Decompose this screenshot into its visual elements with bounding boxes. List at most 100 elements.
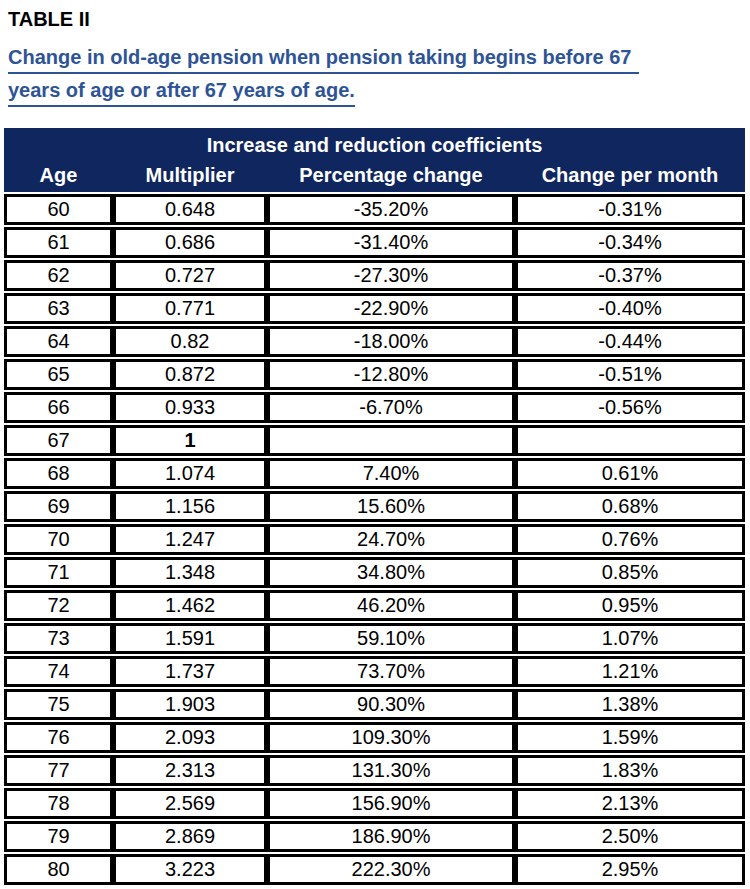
- multiplier-cell: 1.737: [113, 656, 267, 687]
- age-cell: 80: [4, 854, 113, 885]
- age-cell: 70: [4, 524, 113, 555]
- table-row: 63 0.771 -22.90% -0.40%: [4, 293, 745, 324]
- multiplier-cell: 0.771: [113, 293, 267, 324]
- change-per-month-cell: -0.56%: [515, 392, 745, 423]
- page-title: TABLE II: [8, 8, 750, 31]
- age-cell: 61: [4, 227, 113, 258]
- change-per-month-cell: -0.34%: [515, 227, 745, 258]
- multiplier-cell: 3.223: [113, 854, 267, 885]
- change-per-month-cell: -0.51%: [515, 359, 745, 390]
- table-row: 80 3.223 222.30% 2.95%: [4, 854, 745, 885]
- subtitle-line-2: years of age or after 67 years of age.: [8, 76, 355, 107]
- age-cell: 63: [4, 293, 113, 324]
- age-cell: 73: [4, 623, 113, 654]
- column-header-percentage-change: Percentage change: [267, 161, 515, 192]
- age-cell: 78: [4, 788, 113, 819]
- multiplier-cell: 1: [113, 425, 267, 456]
- change-per-month-cell: 1.83%: [515, 755, 745, 786]
- table-row: 68 1.074 7.40% 0.61%: [4, 458, 745, 489]
- table-header-title: Increase and reduction coefficients: [4, 128, 745, 161]
- age-cell: 64: [4, 326, 113, 357]
- table-row: 67 1: [4, 425, 745, 456]
- change-per-month-cell: 1.38%: [515, 689, 745, 720]
- age-cell: 76: [4, 722, 113, 753]
- change-per-month-cell: -0.40%: [515, 293, 745, 324]
- percentage-change-cell: 109.30%: [267, 722, 515, 753]
- percentage-change-cell: 46.20%: [267, 590, 515, 621]
- multiplier-cell: 0.648: [113, 194, 267, 225]
- multiplier-cell: 1.462: [113, 590, 267, 621]
- table-row: 74 1.737 73.70% 1.21%: [4, 656, 745, 687]
- age-cell: 75: [4, 689, 113, 720]
- multiplier-cell: 1.348: [113, 557, 267, 588]
- percentage-change-cell: -22.90%: [267, 293, 515, 324]
- multiplier-cell: 0.686: [113, 227, 267, 258]
- percentage-change-cell: -18.00%: [267, 326, 515, 357]
- percentage-change-cell: -35.20%: [267, 194, 515, 225]
- column-header-age: Age: [4, 161, 113, 192]
- table-column-headers: Age Multiplier Percentage change Change …: [4, 161, 745, 192]
- change-per-month-cell: [515, 425, 745, 456]
- document-page: TABLE II Change in old-age pension when …: [0, 0, 750, 885]
- percentage-change-cell: 34.80%: [267, 557, 515, 588]
- age-cell: 74: [4, 656, 113, 687]
- change-per-month-cell: 0.68%: [515, 491, 745, 522]
- table-row: 79 2.869 186.90% 2.50%: [4, 821, 745, 852]
- multiplier-cell: 1.074: [113, 458, 267, 489]
- age-cell: 72: [4, 590, 113, 621]
- age-cell: 77: [4, 755, 113, 786]
- table-body: 60 0.648 -35.20% -0.31% 61 0.686 -31.40%…: [4, 194, 745, 885]
- change-per-month-cell: 0.85%: [515, 557, 745, 588]
- table-row: 62 0.727 -27.30% -0.37%: [4, 260, 745, 291]
- multiplier-cell: 2.313: [113, 755, 267, 786]
- multiplier-cell: 2.093: [113, 722, 267, 753]
- percentage-change-cell: 73.70%: [267, 656, 515, 687]
- age-cell: 62: [4, 260, 113, 291]
- table-row: 77 2.313 131.30% 1.83%: [4, 755, 745, 786]
- table-row: 65 0.872 -12.80% -0.51%: [4, 359, 745, 390]
- multiplier-cell: 1.247: [113, 524, 267, 555]
- change-per-month-cell: 2.50%: [515, 821, 745, 852]
- age-cell: 71: [4, 557, 113, 588]
- multiplier-cell: 1.156: [113, 491, 267, 522]
- change-per-month-cell: 0.76%: [515, 524, 745, 555]
- change-per-month-cell: 0.95%: [515, 590, 745, 621]
- age-cell: 65: [4, 359, 113, 390]
- change-per-month-cell: -0.37%: [515, 260, 745, 291]
- change-per-month-cell: 1.07%: [515, 623, 745, 654]
- table-row: 61 0.686 -31.40% -0.34%: [4, 227, 745, 258]
- column-header-multiplier: Multiplier: [113, 161, 267, 192]
- multiplier-cell: 2.569: [113, 788, 267, 819]
- age-cell: 79: [4, 821, 113, 852]
- percentage-change-cell: -27.30%: [267, 260, 515, 291]
- percentage-change-cell: 7.40%: [267, 458, 515, 489]
- change-per-month-cell: 2.95%: [515, 854, 745, 885]
- change-per-month-cell: 1.59%: [515, 722, 745, 753]
- table-row: 72 1.462 46.20% 0.95%: [4, 590, 745, 621]
- table-row: 60 0.648 -35.20% -0.31%: [4, 194, 745, 225]
- age-cell: 68: [4, 458, 113, 489]
- multiplier-cell: 0.82: [113, 326, 267, 357]
- age-cell: 66: [4, 392, 113, 423]
- coefficients-table: Increase and reduction coefficients Age …: [4, 128, 745, 885]
- table-row: 64 0.82 -18.00% -0.44%: [4, 326, 745, 357]
- table-row: 70 1.247 24.70% 0.76%: [4, 524, 745, 555]
- table-row: 73 1.591 59.10% 1.07%: [4, 623, 745, 654]
- table-row: 66 0.933 -6.70% -0.56%: [4, 392, 745, 423]
- change-per-month-cell: 2.13%: [515, 788, 745, 819]
- age-cell: 60: [4, 194, 113, 225]
- multiplier-cell: 1.591: [113, 623, 267, 654]
- multiplier-cell: 0.933: [113, 392, 267, 423]
- change-per-month-cell: 0.61%: [515, 458, 745, 489]
- table-row: 69 1.156 15.60% 0.68%: [4, 491, 745, 522]
- percentage-change-cell: 24.70%: [267, 524, 515, 555]
- percentage-change-cell: 59.10%: [267, 623, 515, 654]
- table-row: 76 2.093 109.30% 1.59%: [4, 722, 745, 753]
- percentage-change-cell: -31.40%: [267, 227, 515, 258]
- percentage-change-cell: 90.30%: [267, 689, 515, 720]
- percentage-change-cell: -6.70%: [267, 392, 515, 423]
- percentage-change-cell: 131.30%: [267, 755, 515, 786]
- change-per-month-cell: 1.21%: [515, 656, 745, 687]
- percentage-change-cell: 15.60%: [267, 491, 515, 522]
- table-row: 78 2.569 156.90% 2.13%: [4, 788, 745, 819]
